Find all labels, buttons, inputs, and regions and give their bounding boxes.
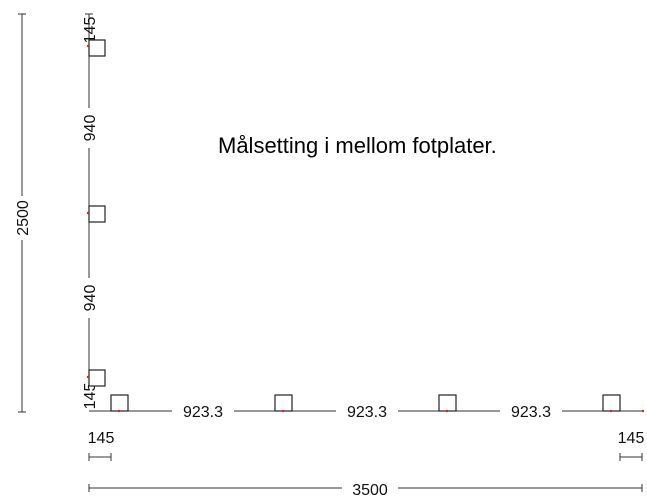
- edge-dimensions: 145 145: [88, 430, 645, 461]
- overall-height-label: 2500: [15, 200, 32, 236]
- foot-plate: [88, 369, 106, 387]
- horizontal-segment-3: 923.3: [511, 404, 551, 421]
- vertical-segment-top: 145: [82, 17, 99, 44]
- horizontal-chain-dimension: 923.3 923.3 923.3: [89, 394, 645, 421]
- left-foot-plates: [86, 39, 106, 387]
- foot-plate: [88, 205, 106, 223]
- horizontal-segment-2: 923.3: [347, 404, 387, 421]
- foot-plate: [274, 394, 293, 412]
- edge-right-label: 145: [618, 430, 645, 447]
- edge-left-label: 145: [88, 430, 115, 447]
- horizontal-segment-1: 923.3: [183, 404, 223, 421]
- dimensioning-note: Målsetting i mellom fotplater.: [218, 133, 497, 158]
- foot-plate: [88, 39, 106, 57]
- vertical-segment-upper: 940: [82, 115, 99, 142]
- overall-width-dimension: 3500: [88, 482, 643, 498]
- overall-width-label: 3500: [352, 482, 388, 498]
- foot-plate: [602, 394, 621, 412]
- foot-plate: [110, 394, 129, 412]
- vertical-segment-bottom: 145: [82, 383, 99, 410]
- foot-plate: [438, 394, 457, 412]
- vertical-segment-lower: 940: [82, 285, 99, 312]
- overall-height-dimension: 2500: [15, 13, 32, 413]
